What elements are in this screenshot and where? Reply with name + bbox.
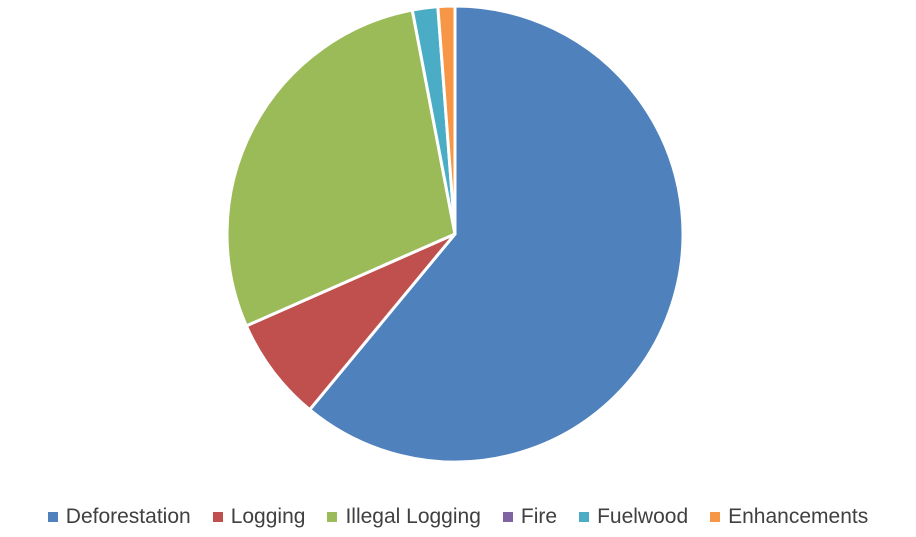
legend-item-fuelwood: Fuelwood xyxy=(579,505,688,529)
legend-item-deforestation: Deforestation xyxy=(47,505,191,529)
legend-label-logging: Logging xyxy=(230,505,306,528)
legend-item-fire: Fire xyxy=(502,505,558,529)
legend-label-enhancements: Enhancements xyxy=(728,505,869,528)
legend-label-fuelwood: Fuelwood xyxy=(597,505,689,528)
legend: Deforestation Logging Illegal Logging Fire F… xyxy=(0,505,916,529)
legend-swatch-fire xyxy=(502,512,513,522)
legend-swatch-logging xyxy=(212,512,223,522)
legend-swatch-enhancements xyxy=(710,512,721,522)
legend-item-illegal-logging: Illegal Logging xyxy=(327,505,481,529)
legend-item-logging: Logging xyxy=(212,505,306,529)
legend-item-enhancements: Enhancements xyxy=(710,505,868,529)
legend-label-fire: Fire xyxy=(520,505,558,528)
pie-slice-deforestation xyxy=(308,4,685,464)
pie-slice-enhancements xyxy=(436,4,457,236)
pie-plot-area xyxy=(225,4,685,464)
legend-swatch-illegal-logging xyxy=(327,512,338,522)
legend-swatch-fuelwood xyxy=(579,512,590,522)
pie-slice-illegal-logging xyxy=(225,8,457,328)
legend-label-deforestation: Deforestation xyxy=(65,505,191,528)
legend-swatch-deforestation xyxy=(47,512,58,522)
legend-label-illegal-logging: Illegal Logging xyxy=(345,505,481,528)
pie-slice-logging xyxy=(244,232,457,412)
